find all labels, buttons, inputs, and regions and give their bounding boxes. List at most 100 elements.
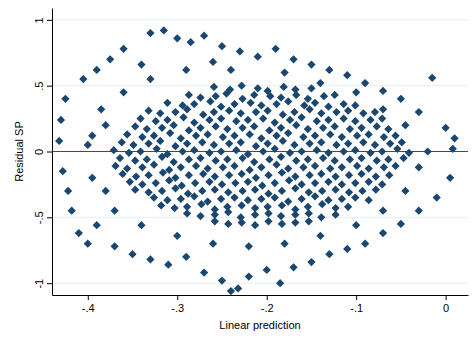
point xyxy=(119,88,127,96)
point xyxy=(290,108,298,116)
point xyxy=(442,124,450,132)
point xyxy=(391,132,399,140)
point xyxy=(264,217,272,225)
y-axis-line xyxy=(52,9,53,296)
point xyxy=(205,149,213,157)
point xyxy=(372,186,380,194)
point xyxy=(128,250,136,258)
point xyxy=(358,187,366,195)
point xyxy=(366,116,374,124)
point xyxy=(237,109,245,117)
point xyxy=(299,133,307,141)
point xyxy=(343,245,351,253)
point xyxy=(361,79,369,87)
y-tick-label: -1 xyxy=(33,279,45,289)
point xyxy=(210,141,218,149)
point xyxy=(379,207,387,215)
point xyxy=(317,109,325,117)
point xyxy=(397,220,405,228)
point xyxy=(415,207,423,215)
x-tick: -.1 xyxy=(350,295,363,314)
point xyxy=(245,242,253,250)
point xyxy=(210,83,218,91)
point xyxy=(345,171,353,179)
point xyxy=(131,186,139,194)
point xyxy=(84,240,92,248)
point xyxy=(238,187,246,195)
point xyxy=(343,71,351,79)
point xyxy=(59,167,67,175)
point xyxy=(223,125,231,133)
point xyxy=(317,170,325,178)
point xyxy=(125,149,133,157)
point xyxy=(317,138,325,146)
point xyxy=(164,261,172,269)
point xyxy=(150,132,158,140)
point xyxy=(252,142,260,150)
point xyxy=(379,87,387,95)
point xyxy=(61,95,69,103)
point xyxy=(106,55,114,63)
point xyxy=(218,42,226,50)
point xyxy=(284,164,292,172)
point xyxy=(352,221,360,229)
point xyxy=(158,187,166,195)
point xyxy=(251,211,259,219)
point xyxy=(131,157,139,165)
x-axis-line xyxy=(53,295,469,296)
grid xyxy=(52,20,468,283)
point xyxy=(223,155,231,163)
point xyxy=(340,114,348,122)
point xyxy=(254,84,262,92)
point xyxy=(68,207,76,215)
point xyxy=(278,168,286,176)
scatter-points xyxy=(55,26,459,295)
point xyxy=(158,153,166,161)
point xyxy=(271,118,279,126)
point xyxy=(353,132,361,140)
point xyxy=(380,133,388,141)
point xyxy=(291,211,299,219)
point xyxy=(230,100,238,108)
point xyxy=(424,147,432,155)
point xyxy=(264,209,272,217)
point xyxy=(144,188,152,196)
point xyxy=(291,218,299,226)
point xyxy=(138,133,146,141)
point xyxy=(199,170,207,178)
point xyxy=(332,141,340,149)
point xyxy=(331,172,339,180)
grid-line xyxy=(52,283,468,284)
point xyxy=(271,179,279,187)
point xyxy=(271,193,279,201)
point xyxy=(338,163,346,171)
point xyxy=(144,171,152,179)
x-tick-label: -.2 xyxy=(261,302,274,314)
point xyxy=(332,108,340,116)
point xyxy=(344,203,352,211)
point xyxy=(366,149,374,157)
point xyxy=(237,138,245,146)
point xyxy=(171,142,179,150)
point xyxy=(212,157,220,165)
point xyxy=(230,162,238,170)
point xyxy=(171,108,179,116)
point xyxy=(64,187,72,195)
point xyxy=(178,147,186,155)
point xyxy=(259,147,267,155)
point xyxy=(88,132,96,140)
point xyxy=(236,47,244,55)
grid-line xyxy=(52,217,468,218)
point xyxy=(304,203,312,211)
point xyxy=(271,145,279,153)
x-axis-title: Linear prediction xyxy=(219,319,300,331)
point xyxy=(263,139,271,147)
point xyxy=(286,149,294,157)
point xyxy=(306,139,314,147)
point xyxy=(277,212,285,220)
y-tick-mark xyxy=(47,283,52,284)
x-tick-label: -.4 xyxy=(82,302,95,314)
point xyxy=(182,253,190,261)
point xyxy=(305,217,313,225)
point xyxy=(238,201,246,209)
